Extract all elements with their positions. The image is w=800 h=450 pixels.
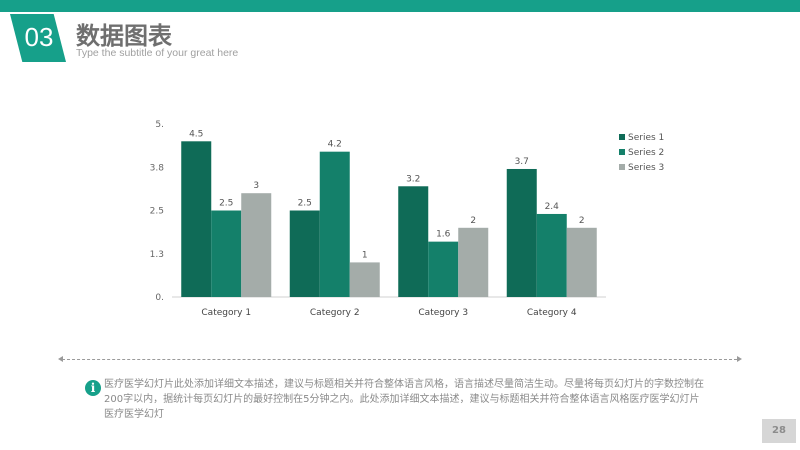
data-label: 3.2: [406, 174, 420, 184]
legend-swatch: [619, 149, 625, 155]
y-tick-label: 3.8: [150, 163, 165, 173]
data-label: 3.7: [515, 157, 529, 167]
bar-chart: 0. 1.3 2.5 3.8 5. 4.5 2.5 3 Category 1 2.5 4.2 1 Cat…: [150, 120, 665, 318]
legend-label: Series 2: [628, 148, 664, 158]
data-label: 2: [579, 216, 585, 226]
bar: [398, 186, 429, 297]
data-label: 2: [470, 216, 476, 226]
y-tick-label: 1.3: [150, 250, 164, 260]
data-label: 2.5: [219, 199, 233, 209]
section-divider: [62, 359, 737, 360]
bar: [506, 168, 537, 297]
bar: [241, 193, 272, 297]
bar: [349, 262, 380, 297]
legend-swatch: [619, 164, 625, 170]
bar: [289, 210, 320, 297]
data-label: 2.5: [298, 199, 312, 209]
legend-swatch: [619, 134, 625, 140]
bar: [536, 213, 567, 297]
x-tick-label: Category 3: [418, 308, 468, 318]
page-number: 28: [762, 419, 796, 443]
x-tick-label: Category 4: [527, 308, 577, 318]
data-label: 1.6: [436, 230, 451, 240]
info-icon: i: [85, 380, 101, 396]
y-tick-label: 5.: [155, 120, 164, 130]
bar: [181, 141, 212, 297]
data-label: 3: [253, 181, 259, 191]
y-tick-label: 0.: [155, 293, 164, 303]
legend-label: Series 1: [628, 133, 664, 143]
y-tick-label: 2.5: [150, 207, 164, 217]
top-accent-bar: [0, 0, 800, 12]
bar: [319, 151, 350, 297]
data-label: 1: [362, 250, 368, 260]
legend-label: Series 3: [628, 163, 664, 173]
page-subtitle: Type the subtitle of your great here: [76, 47, 239, 59]
divider-arrow-right-icon: [737, 356, 742, 362]
x-tick-label: Category 1: [201, 308, 251, 318]
data-label: 4.2: [328, 140, 342, 150]
x-tick-label: Category 2: [310, 308, 360, 318]
bar: [428, 241, 459, 297]
data-label: 2.4: [545, 202, 560, 212]
data-label: 4.5: [189, 129, 203, 139]
section-number: 03: [24, 22, 54, 52]
bar: [566, 227, 597, 297]
bar: [458, 227, 489, 297]
divider-arrow-left-icon: [58, 356, 63, 362]
page-title: 数据图表: [76, 22, 172, 50]
bar: [211, 210, 242, 297]
description-text: 医疗医学幻灯片此处添加详细文本描述，建议与标题相关并符合整体语言风格，语言描述尽…: [104, 379, 704, 420]
